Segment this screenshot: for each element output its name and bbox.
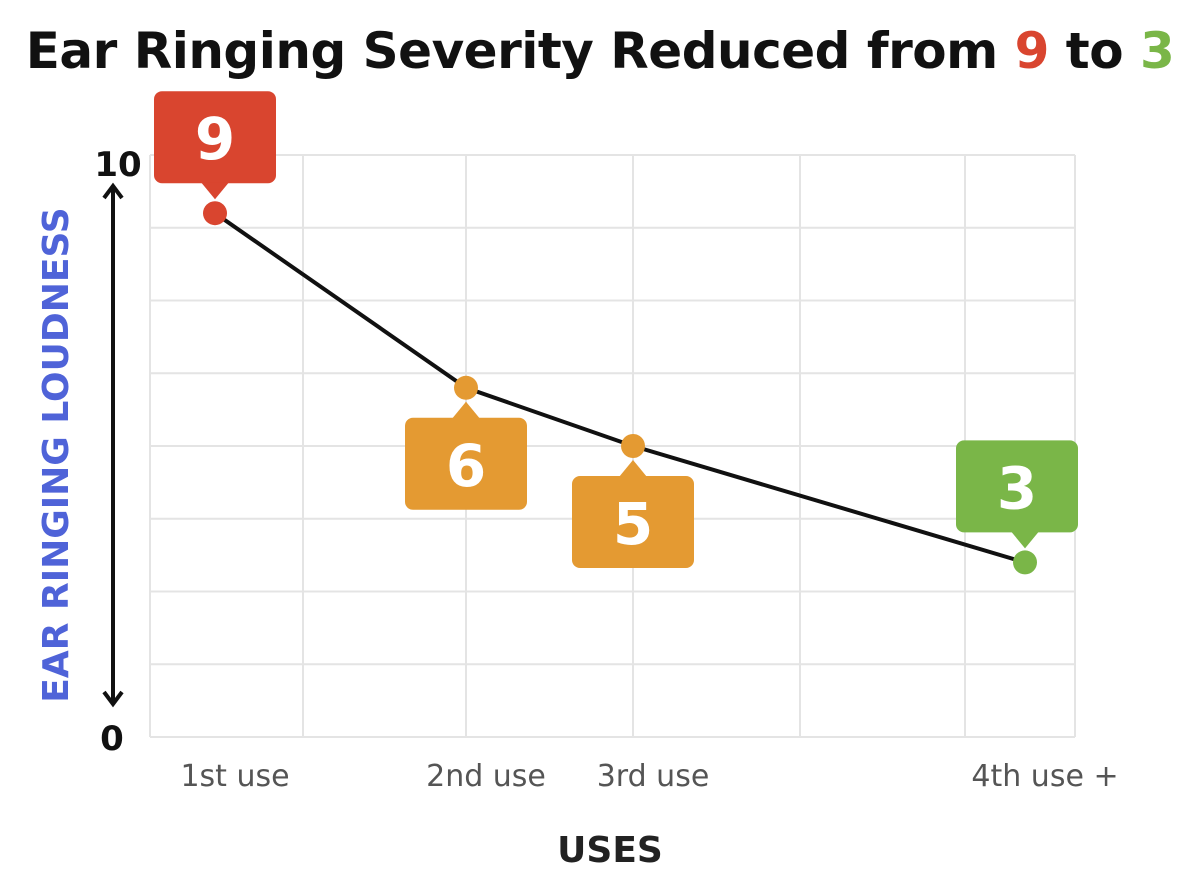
- title-prefix: Ear Ringing Severity Reduced from: [25, 22, 1015, 80]
- title-end-value: 3: [1139, 22, 1175, 80]
- data-callout: 9: [154, 91, 276, 200]
- y-axis-arrow: [102, 182, 124, 708]
- data-label: 6: [446, 432, 486, 500]
- x-tick-label: 1st use: [180, 759, 289, 794]
- callout-box: [956, 440, 1078, 533]
- data-point: [1013, 550, 1037, 575]
- data-point: [203, 201, 227, 226]
- x-tick-label: 4th use +: [971, 759, 1118, 794]
- data-label: 3: [997, 454, 1037, 522]
- grid: [149, 154, 1076, 738]
- data-point: [621, 434, 645, 458]
- x-axis-label: USES: [557, 830, 663, 871]
- data-callout: 3: [956, 440, 1078, 549]
- y-tick-0: 0: [100, 719, 124, 759]
- callout-box: [572, 476, 694, 568]
- callout-box: [405, 417, 527, 510]
- data-point: [454, 375, 478, 400]
- chart-title: Ear Ringing Severity Reduced from 9 to 3: [0, 22, 1200, 80]
- x-tick-label: 2nd use: [426, 759, 546, 794]
- data-callout: 6: [405, 401, 527, 510]
- y-tick-10: 10: [94, 145, 141, 185]
- title-middle: to: [1048, 22, 1140, 80]
- callout-box: [154, 91, 276, 184]
- data-callout: 5: [572, 460, 694, 568]
- callout-pointer: [619, 460, 647, 477]
- title-start-value: 9: [1014, 22, 1050, 80]
- x-tick-label: 3rd use: [597, 759, 710, 794]
- series-line: [213, 211, 1026, 565]
- data-label: 5: [613, 490, 653, 558]
- callout-pointer: [452, 401, 480, 419]
- y-axis-label: EAR RINGING LOUDNESS: [36, 207, 77, 702]
- data-label: 9: [195, 105, 235, 173]
- callout-pointer: [1011, 531, 1039, 549]
- callout-pointer: [201, 182, 229, 200]
